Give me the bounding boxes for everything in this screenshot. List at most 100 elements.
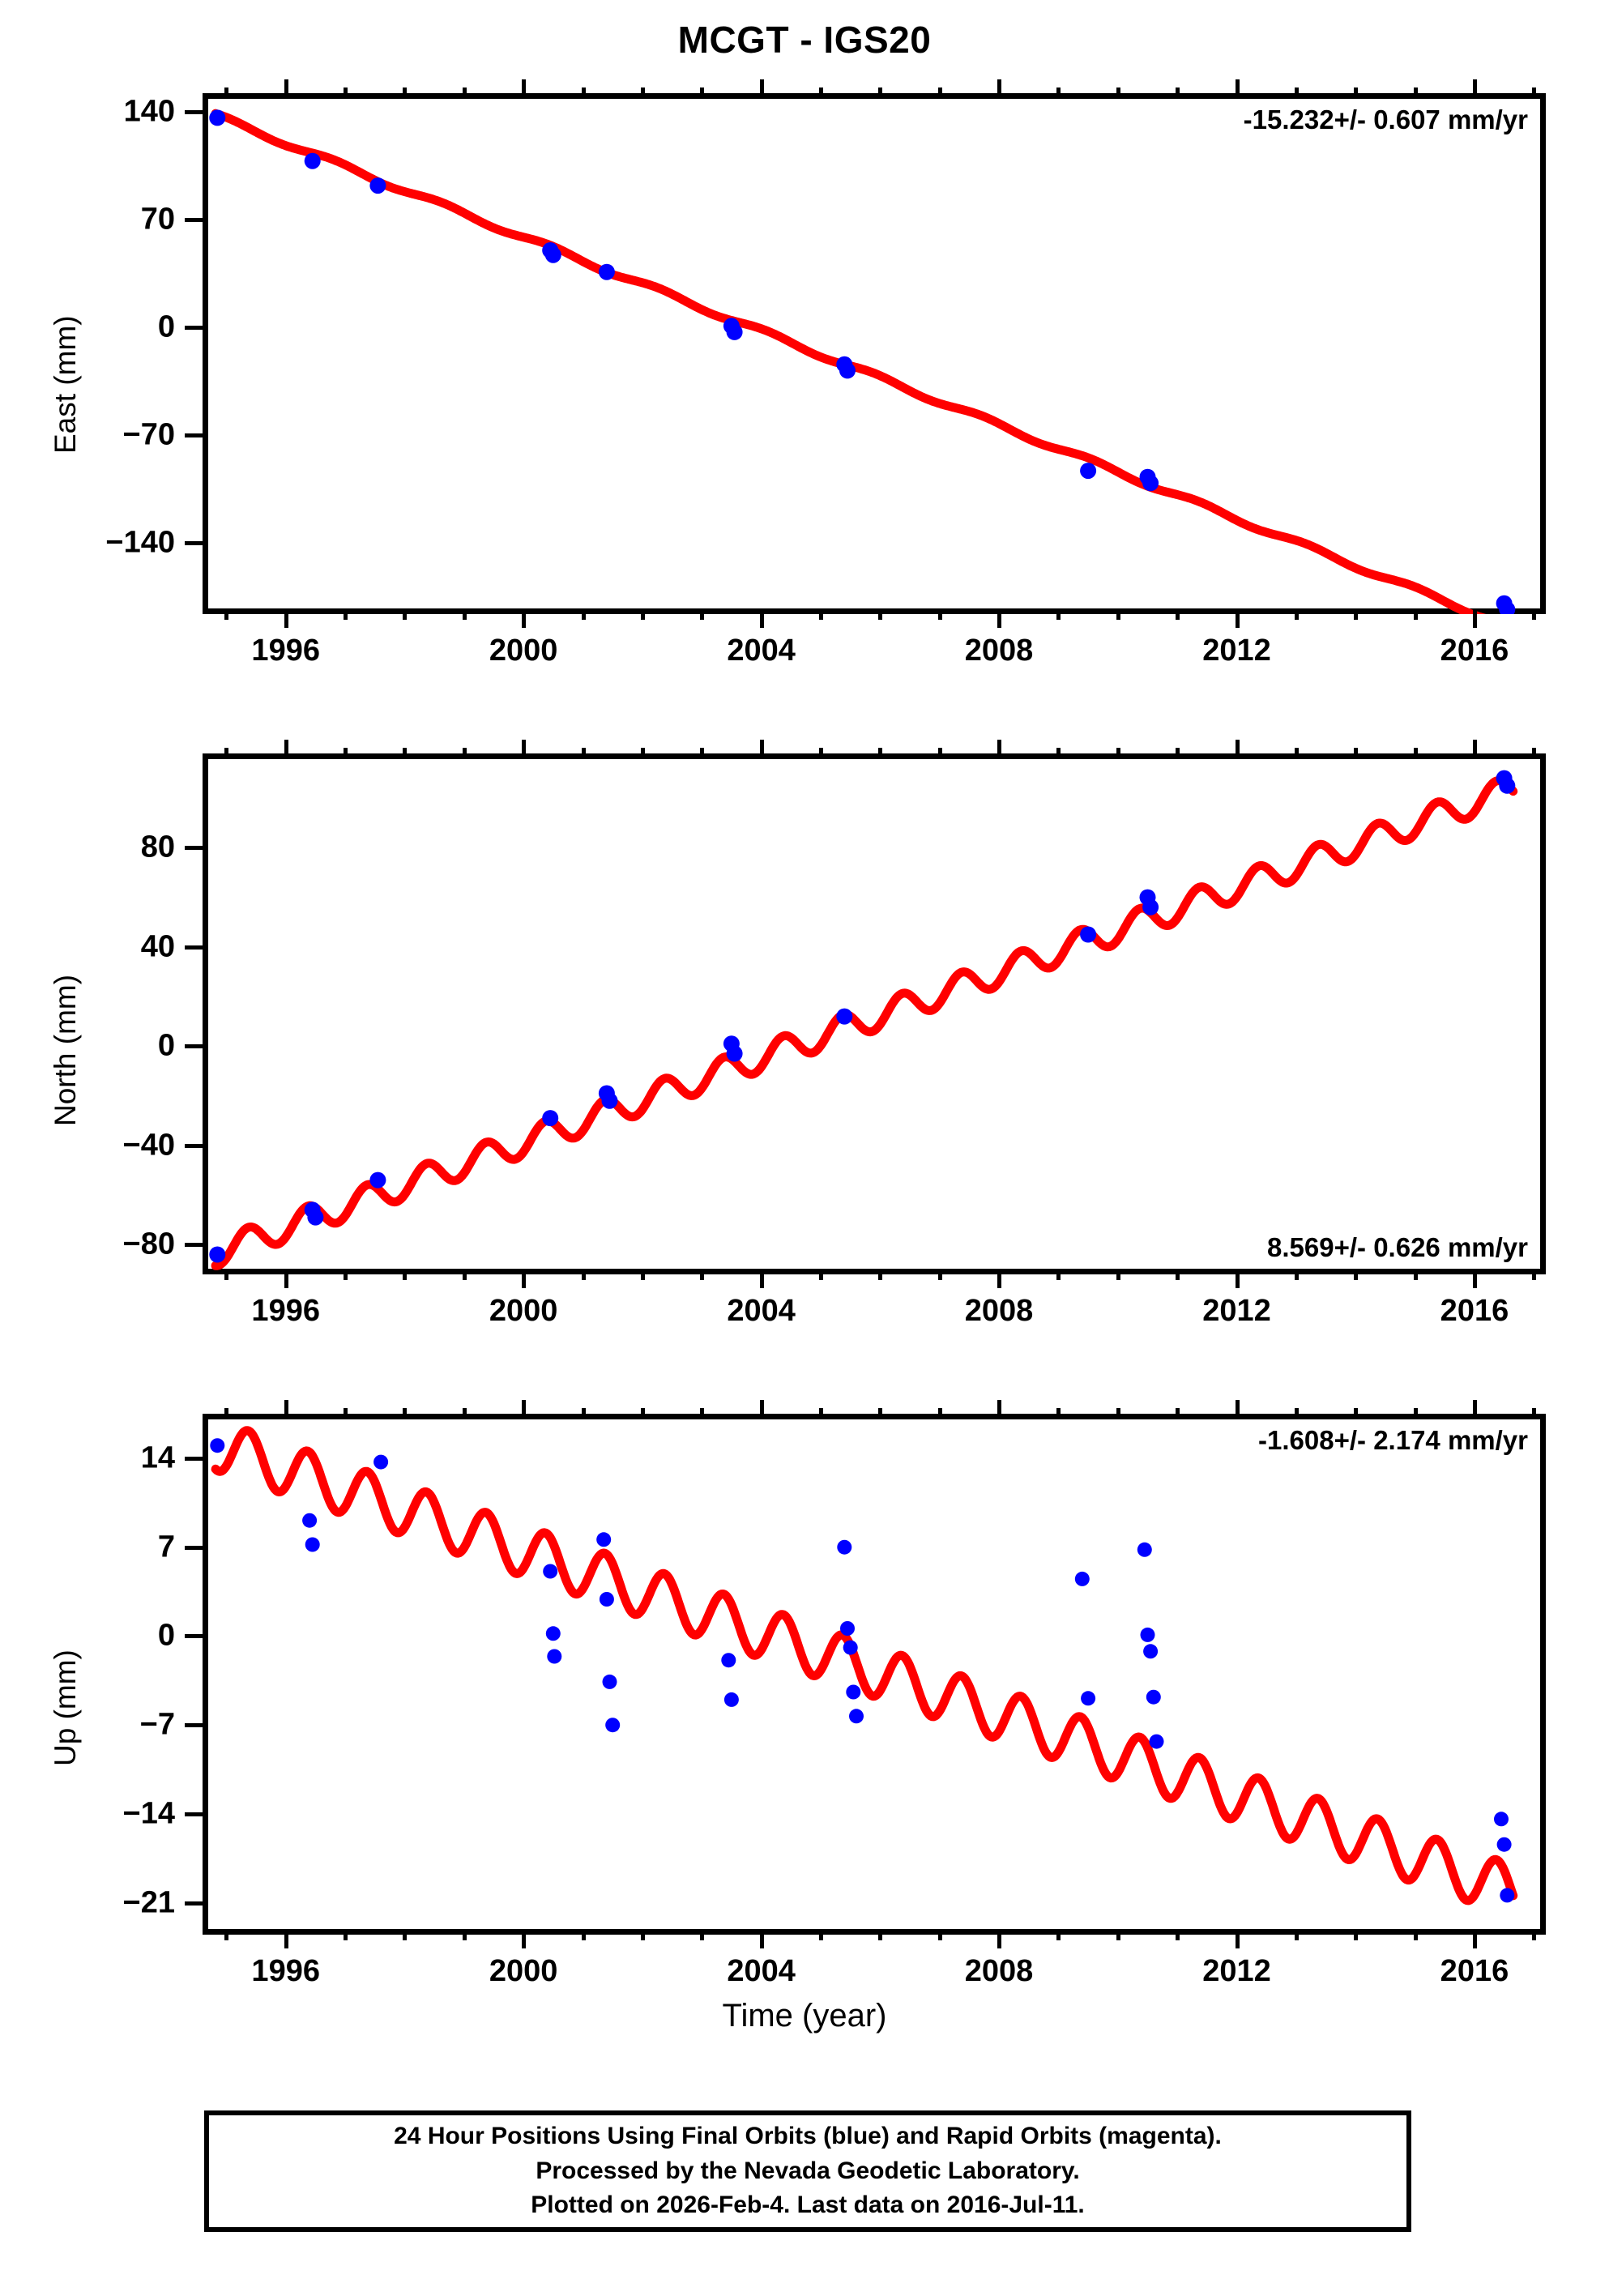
xtick-top-north-2007 [937, 748, 942, 759]
xtick-minor-up-1997 [344, 1929, 348, 1940]
rate-annotation-east: -15.232+/- 0.607 mm/yr [1243, 105, 1528, 134]
xtick-label-north-2000: 2000 [489, 1294, 558, 1328]
xtick-major-up-2004 [759, 1929, 764, 1948]
xtick-top-up-2010 [1116, 1408, 1120, 1419]
xtick-major-east-2000 [522, 608, 527, 628]
xtick-minor-up-2015 [1413, 1929, 1418, 1940]
ytick-label-north-4: −80 [122, 1227, 175, 1261]
ytick-mark-north-2 [185, 1044, 203, 1049]
xtick-top-up-2014 [1354, 1408, 1359, 1419]
xtick-major-north-2012 [1235, 1269, 1240, 1288]
caption-box: 24 Hour Positions Using Final Orbits (bl… [204, 2110, 1411, 2232]
xtick-top-east-2002 [640, 87, 645, 99]
xtick-major-north-2008 [997, 1269, 1002, 1288]
ytick-mark-east-2 [185, 326, 203, 331]
xtick-minor-north-2001 [581, 1269, 586, 1280]
page-title: MCGT - IGS20 [677, 19, 932, 61]
xtick-major-north-2004 [759, 1269, 764, 1288]
xtick-minor-north-2009 [1056, 1269, 1061, 1280]
xtick-minor-north-2002 [640, 1269, 645, 1280]
ytick-mark-up-4 [185, 1812, 203, 1816]
xtick-label-east-2016: 2016 [1440, 634, 1509, 668]
ytick-mark-up-2 [185, 1634, 203, 1639]
xtick-minor-up-2010 [1116, 1929, 1120, 1940]
ytick-label-up-3: −7 [139, 1707, 175, 1742]
ytick-label-east-3: −70 [122, 417, 175, 452]
ytick-mark-north-1 [185, 945, 203, 950]
ytick-label-north-3: −40 [122, 1128, 175, 1163]
xtick-top-up-2009 [1056, 1408, 1061, 1419]
xtick-top-east-1997 [344, 87, 348, 99]
panel-north-plot [209, 770, 1518, 1270]
ytick-label-up-4: −14 [122, 1796, 175, 1831]
xtick-minor-up-2001 [581, 1929, 586, 1940]
xtick-minor-north-2005 [818, 1269, 823, 1280]
xtick-top-up-1998 [403, 1408, 408, 1419]
xtick-major-north-1996 [284, 1269, 288, 1288]
xtick-top-up-1995 [224, 1408, 229, 1419]
xtick-minor-east-2005 [818, 608, 823, 620]
xtick-label-east-1996: 1996 [251, 634, 320, 668]
xtick-top-east-2011 [1176, 87, 1180, 99]
xtick-top-east-2012 [1235, 79, 1240, 99]
xtick-minor-up-2017 [1532, 1929, 1537, 1940]
ytick-mark-up-1 [185, 1545, 203, 1550]
caption-line-2: Processed by the Nevada Geodetic Laborat… [536, 2157, 1080, 2184]
xtick-minor-east-1997 [344, 608, 348, 620]
xtick-top-north-1997 [344, 748, 348, 759]
ytick-mark-east-4 [185, 541, 203, 546]
panel-north: 8.569+/- 0.626 mm/yr [203, 753, 1546, 1274]
ytick-mark-east-3 [185, 433, 203, 438]
xtick-minor-north-1999 [462, 1269, 467, 1280]
xtick-top-up-1997 [344, 1408, 348, 1419]
xtick-minor-east-2010 [1116, 608, 1120, 620]
ytick-mark-north-3 [185, 1143, 203, 1148]
xtick-top-east-2013 [1294, 87, 1299, 99]
xtick-top-north-2006 [878, 748, 883, 759]
xtick-top-east-2014 [1354, 87, 1359, 99]
xtick-top-up-2003 [700, 1408, 705, 1419]
xtick-major-up-2016 [1472, 1929, 1477, 1948]
xtick-minor-north-1998 [403, 1269, 408, 1280]
panel-up-frame [203, 1414, 1546, 1935]
xtick-top-up-2007 [937, 1408, 942, 1419]
ytick-label-east-1: 70 [140, 202, 175, 237]
xtick-top-north-2002 [640, 748, 645, 759]
xtick-top-east-2003 [700, 87, 705, 99]
xtick-top-north-1999 [462, 748, 467, 759]
xtick-top-up-2005 [818, 1408, 823, 1419]
xtick-top-east-1998 [403, 87, 408, 99]
caption-line-1: 24 Hour Positions Using Final Orbits (bl… [394, 2123, 1222, 2150]
xtick-label-east-2012: 2012 [1202, 634, 1271, 668]
xtick-major-east-2016 [1472, 608, 1477, 628]
xtick-major-up-1996 [284, 1929, 288, 1948]
xtick-top-east-2001 [581, 87, 586, 99]
xtick-minor-up-1995 [224, 1929, 229, 1940]
panel-up-plot [210, 1426, 1518, 1906]
xtick-major-up-2012 [1235, 1929, 1240, 1948]
xtick-top-north-2010 [1116, 748, 1120, 759]
xtick-minor-north-2003 [700, 1269, 705, 1280]
xtick-top-up-2013 [1294, 1408, 1299, 1419]
xtick-minor-up-2003 [700, 1929, 705, 1940]
xtick-top-north-2014 [1354, 748, 1359, 759]
panel-east-plot [209, 109, 1516, 614]
xtick-minor-north-2006 [878, 1269, 883, 1280]
xtick-minor-up-2013 [1294, 1929, 1299, 1940]
xtick-minor-east-2007 [937, 608, 942, 620]
xtick-minor-east-2017 [1532, 608, 1537, 620]
xaxis-label: Time (year) [722, 1998, 887, 2034]
rate-annotation-north: 8.569+/- 0.626 mm/yr [1267, 1232, 1528, 1262]
xtick-label-up-2016: 2016 [1440, 1954, 1509, 1988]
xtick-top-up-2016 [1472, 1400, 1477, 1419]
xtick-top-north-2017 [1532, 748, 1537, 759]
xtick-top-east-2017 [1532, 87, 1537, 99]
xtick-minor-up-1999 [462, 1929, 467, 1940]
xtick-minor-up-2005 [818, 1929, 823, 1940]
xtick-top-east-2015 [1413, 87, 1418, 99]
xtick-label-up-2000: 2000 [489, 1954, 558, 1988]
xtick-label-east-2004: 2004 [727, 634, 796, 668]
xtick-label-north-1996: 1996 [251, 1294, 320, 1328]
xtick-minor-east-2009 [1056, 608, 1061, 620]
xtick-top-north-2001 [581, 748, 586, 759]
